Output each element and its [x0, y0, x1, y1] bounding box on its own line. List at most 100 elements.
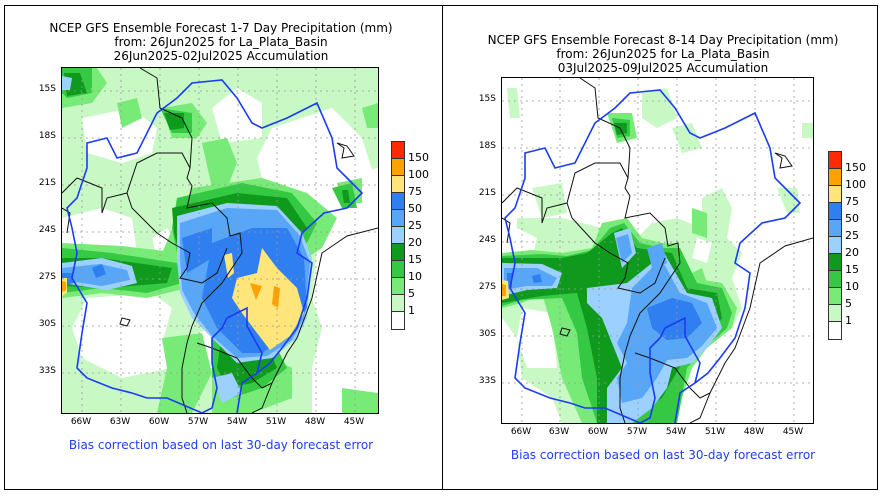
colorbar-label: 150 [408, 151, 429, 164]
lon-label: 57W [187, 417, 209, 427]
lon-label: 63W [548, 427, 570, 437]
colorbar-cell [392, 261, 404, 278]
lon-label: 66W [510, 427, 532, 437]
colorbar-cell [392, 312, 404, 329]
colorbar-cell [392, 278, 404, 295]
map-canvas-week2 [502, 78, 813, 423]
panel-title-line2: from: 26Jun2025 for La_Plata_Basin [114, 35, 328, 49]
lat-label: 27S [38, 272, 56, 282]
lon-label: 45W [782, 427, 804, 437]
panel-week1: NCEP GFS Ensemble Forecast 1-7 Day Preci… [0, 0, 442, 490]
colorbar-label: 5 [845, 297, 852, 310]
panel-week2: NCEP GFS Ensemble Forecast 8-14 Day Prec… [442, 0, 884, 490]
precip-50-75mm [62, 228, 307, 353]
precip-75-100mm [62, 248, 304, 350]
colorbar-cell [829, 322, 841, 339]
colorbar-week1 [391, 141, 405, 330]
colorbar-cell [392, 176, 404, 193]
colorbar-cell [829, 203, 841, 220]
panel-divider [442, 5, 443, 490]
colorbar-label: 25 [408, 219, 422, 232]
lon-label: 57W [626, 427, 648, 437]
colorbar-label: 20 [408, 236, 422, 249]
colorbar-label: 25 [845, 229, 859, 242]
lat-label: 30S [478, 329, 496, 339]
lat-label: 33S [38, 366, 56, 376]
bias-correction-note: Bias correction based on last 30-day for… [68, 438, 374, 452]
colorbar-cell [829, 305, 841, 322]
precip-100-150mm [502, 284, 506, 296]
lat-label: 27S [478, 282, 496, 292]
colorbar-label: 50 [408, 202, 422, 215]
colorbar-label: 100 [408, 168, 429, 181]
lon-label: 48W [304, 417, 326, 427]
graticule [502, 78, 813, 423]
colorbar-cell [829, 237, 841, 254]
colorbar-cell [829, 254, 841, 271]
colorbar-label: 150 [845, 161, 866, 174]
country-borders [502, 78, 813, 423]
colorbar-cell [392, 227, 404, 244]
colorbar-cell [829, 271, 841, 288]
colorbar-label: 75 [845, 195, 859, 208]
lat-label: 18S [38, 131, 56, 141]
colorbar-label: 10 [408, 270, 422, 283]
lat-label: 24S [478, 235, 496, 245]
lat-label: 33S [478, 376, 496, 386]
lon-label: 48W [743, 427, 765, 437]
colorbar-cell [392, 210, 404, 227]
colorbar-cell [829, 169, 841, 186]
lat-label: 15S [38, 84, 56, 94]
colorbar-label: 10 [845, 280, 859, 293]
colorbar-label: 75 [408, 185, 422, 198]
basin-outline [504, 89, 802, 423]
lon-label: 51W [704, 427, 726, 437]
lon-label: 54W [226, 417, 248, 427]
colorbar-label: 15 [408, 253, 422, 266]
colorbar-cell [829, 288, 841, 305]
country-borders [62, 68, 378, 413]
basin-outline [66, 79, 364, 413]
lat-label: 21S [478, 188, 496, 198]
lon-label: 45W [343, 417, 365, 427]
lat-label: 15S [478, 94, 496, 104]
precip-none [62, 88, 378, 413]
colorbar-label: 1 [408, 304, 415, 317]
lat-label: 30S [38, 319, 56, 329]
precip-map-week2 [501, 77, 814, 424]
bias-correction-note: Bias correction based on last 30-day for… [510, 448, 816, 462]
colorbar-label: 15 [845, 263, 859, 276]
lat-label: 18S [478, 141, 496, 151]
colorbar-cell [392, 295, 404, 312]
precip-25-50mm [504, 234, 717, 403]
lon-label: 60W [587, 427, 609, 437]
lat-label: 21S [38, 178, 56, 188]
colorbar-cell [829, 220, 841, 237]
lon-label: 66W [70, 417, 92, 427]
lon-label: 60W [148, 417, 170, 427]
colorbar-label: 5 [408, 287, 415, 300]
colorbar-label: 100 [845, 178, 866, 191]
precip-map-week1 [61, 67, 379, 414]
colorbar-label: 1 [845, 314, 852, 327]
panel-title-line3: 26Jun2025-02Jul2025 Accumulation [113, 49, 329, 63]
colorbar-label: 20 [845, 246, 859, 259]
colorbar-cell [392, 159, 404, 176]
lon-label: 63W [109, 417, 131, 427]
panel-title-line3: 03Jul2025-09Jul2025 Accumulation [557, 61, 769, 75]
colorbar-week2 [828, 151, 842, 340]
lat-label: 24S [38, 225, 56, 235]
lon-label: 54W [665, 427, 687, 437]
colorbar-label: 50 [845, 212, 859, 225]
figure-frame [4, 5, 878, 490]
precip-50-75mm [507, 273, 702, 340]
graticule [62, 68, 378, 413]
lon-label: 51W [265, 417, 287, 427]
map-canvas-week1 [62, 68, 378, 413]
colorbar-cell [392, 142, 404, 159]
panel-title-line1: NCEP GFS Ensemble Forecast 1-7 Day Preci… [49, 21, 393, 35]
panel-title-line2: from: 26Jun2025 for La_Plata_Basin [556, 47, 770, 61]
colorbar-cell [392, 193, 404, 210]
colorbar-cell [392, 244, 404, 261]
panel-title-line1: NCEP GFS Ensemble Forecast 8-14 Day Prec… [487, 33, 839, 47]
